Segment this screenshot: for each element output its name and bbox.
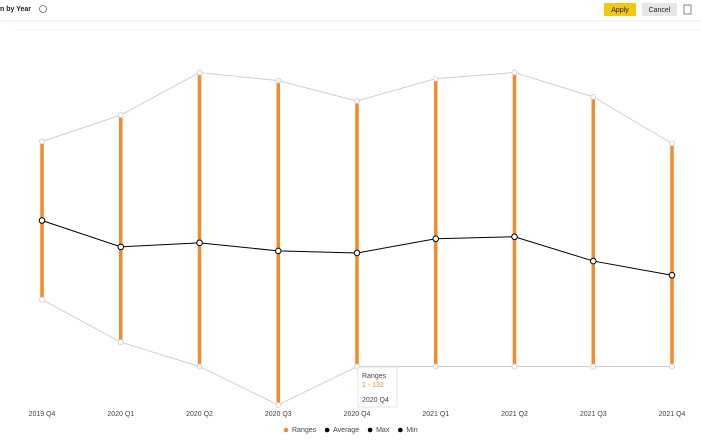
header-bar xyxy=(0,0,701,20)
tooltip-series: Ranges xyxy=(362,373,387,380)
point xyxy=(511,363,518,370)
legend-marker xyxy=(324,427,330,433)
tooltip-category: 2020 Q4 xyxy=(362,397,389,404)
point xyxy=(669,140,675,147)
x-tick-label: 2020 Q2 xyxy=(186,411,213,418)
point xyxy=(354,98,360,104)
average-point xyxy=(274,247,282,255)
x-tick-label: 2021 Q4 xyxy=(659,411,686,418)
tooltip-value: 1 - 132 xyxy=(362,382,384,389)
legend-label: Average xyxy=(333,427,359,434)
point xyxy=(117,339,124,346)
cancel-button[interactable] xyxy=(642,3,677,16)
average-point xyxy=(432,235,440,243)
point xyxy=(590,93,597,100)
point xyxy=(196,363,203,370)
info-icon[interactable] xyxy=(39,5,47,13)
average-point xyxy=(668,271,676,279)
x-tick-label: 2020 Q3 xyxy=(265,411,292,418)
point xyxy=(39,138,45,145)
average-point xyxy=(353,249,361,257)
average-point xyxy=(196,239,203,247)
legend-marker xyxy=(367,427,373,433)
average-point xyxy=(117,243,125,251)
x-tick-label: 2020 Q4 xyxy=(344,411,371,418)
average-point xyxy=(511,233,518,241)
average-point xyxy=(38,217,46,224)
visual-title: n by Year xyxy=(0,6,31,13)
apply-label[interactable]: Apply xyxy=(611,7,629,14)
average-point xyxy=(589,257,597,265)
x-tick-label: 2021 Q2 xyxy=(501,411,528,418)
point xyxy=(275,402,282,408)
export-icon[interactable] xyxy=(683,4,692,15)
point xyxy=(432,363,439,370)
legend-label: Max xyxy=(376,427,390,434)
apply-button[interactable] xyxy=(604,3,636,16)
legend-marker xyxy=(398,427,403,433)
point xyxy=(590,363,597,370)
point xyxy=(196,69,203,76)
point xyxy=(39,296,45,303)
legend-marker xyxy=(283,427,289,433)
x-tick-label: 2020 Q1 xyxy=(107,411,134,418)
point xyxy=(117,112,124,119)
point xyxy=(511,69,518,76)
point xyxy=(275,77,282,84)
x-tick-label: 2021 Q1 xyxy=(422,411,449,418)
tooltip xyxy=(357,366,398,408)
point xyxy=(669,363,675,370)
legend-label: Min xyxy=(406,427,417,434)
x-tick-label: 2021 Q3 xyxy=(580,411,607,418)
legend-label: Ranges xyxy=(292,427,317,434)
cancel-label[interactable]: Cancel xyxy=(649,7,671,14)
x-tick-label: 2019 Q4 xyxy=(29,411,56,418)
point xyxy=(432,75,439,82)
